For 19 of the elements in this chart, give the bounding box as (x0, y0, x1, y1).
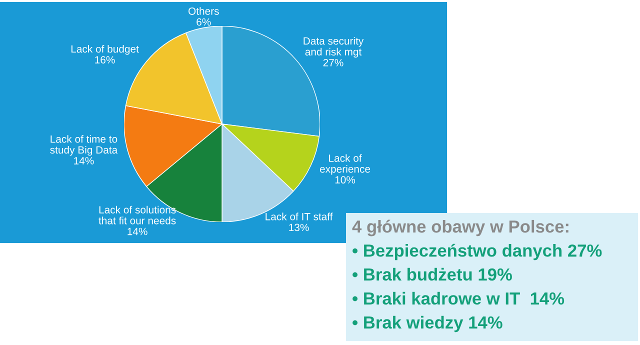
data-label: 6% (196, 18, 211, 26)
text: • Brak wiedzy 14% (352, 316, 502, 332)
data-label: 13% (289, 224, 309, 232)
slice-label: Lack of budget (71, 45, 139, 55)
slice-label: Lack of experience (320, 154, 370, 175)
slice-label: Lack of time to study Big Data (50, 135, 118, 156)
text: 4 główne obawy w Polsce: (352, 220, 568, 236)
slice-label: Data security and risk mgt (304, 37, 364, 58)
data-label: 14% (74, 157, 94, 164)
data-label: 10% (335, 176, 356, 184)
data-label: 27% (323, 58, 344, 66)
text: • Bezpieczeństwo danych 27% (352, 244, 602, 260)
slice-label: Lack of solutions that fit our needs (98, 206, 176, 224)
text: • Braki kadrowe w IT 14% (352, 292, 564, 305)
data-label: 16% (95, 56, 115, 64)
text: • Brak budżetu 19% (352, 268, 512, 281)
data-label: 14% (128, 228, 148, 236)
slice-label: Lack of IT staff (266, 212, 333, 220)
slice-label: Others (188, 7, 219, 15)
